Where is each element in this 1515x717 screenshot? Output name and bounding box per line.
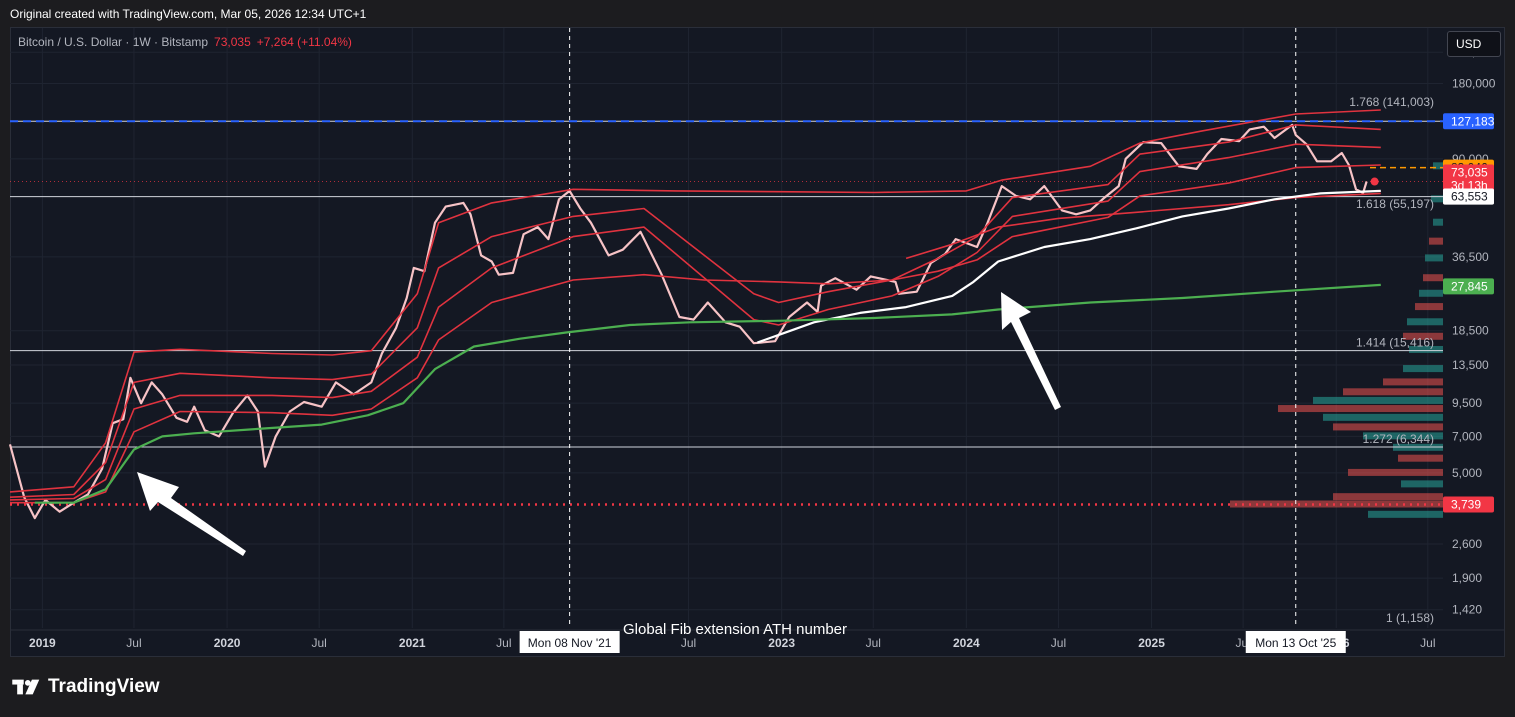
volume-profile-bar: [1348, 468, 1443, 476]
price-tick-label: 5,000: [1452, 466, 1482, 480]
date-marker-badge: [1245, 631, 1346, 653]
volume-profile: [1230, 162, 1443, 518]
price-axis: 240,000180,00090,00036,50018,50013,5009,…: [1452, 45, 1496, 616]
date-marker-label: Mon 08 Nov '21: [528, 636, 612, 650]
horizontal-lines: [10, 120, 1443, 506]
volume-profile-bar: [1431, 195, 1443, 203]
series-line: [9, 143, 1381, 501]
currency-button[interactable]: USD: [1447, 31, 1501, 57]
time-tick-label: 2024: [953, 636, 980, 650]
price-badge: [1443, 164, 1494, 193]
volume-profile-bar: [1333, 493, 1443, 501]
volume-profile-bar: [1403, 365, 1443, 373]
price-badge-label: 3,739: [1451, 498, 1481, 512]
price-tick-label: 18,500: [1452, 324, 1489, 338]
grid-lines: [10, 28, 1443, 628]
price-badge-label: 127,183: [1451, 114, 1495, 128]
price-change: +7,264 (+11.04%): [256, 35, 352, 49]
series-line: [34, 283, 1381, 504]
volume-profile-bar: [1433, 162, 1443, 170]
fib-level-label: 1.618 (55,197): [1356, 197, 1434, 211]
price-badge: [1443, 113, 1494, 130]
time-tick-label: 2019: [29, 636, 56, 650]
fib-level-label: 1.768 (141,003): [1349, 95, 1434, 109]
tradingview-logo-icon: [12, 679, 40, 695]
price-badge-label: 27,845: [1451, 279, 1488, 293]
volume-profile-bar: [1433, 218, 1443, 226]
brand-name: TradingView: [48, 676, 160, 697]
price-tick-label: 13,500: [1452, 358, 1489, 372]
arrows: [137, 292, 1061, 556]
price-badge-label: 73,035: [1451, 166, 1488, 180]
chart-annotation: Global Fib extension ATH number: [623, 621, 847, 638]
price-badge-label: 63,553: [1451, 190, 1488, 204]
series-line: [8, 123, 1368, 520]
time-tick-label: Jul: [681, 636, 696, 650]
fib-level-label: 1.272 (6,344): [1363, 432, 1434, 446]
date-marker-label: Mon 13 Oct '25: [1255, 636, 1336, 650]
price-tick-label: 9,500: [1452, 396, 1482, 410]
credit-line: Original created with TradingView.com, M…: [10, 7, 367, 21]
volume-profile-bar: [1429, 237, 1443, 245]
price-badge: [1443, 496, 1494, 513]
volume-profile-bar: [1230, 500, 1443, 508]
volume-profile-bar: [1343, 388, 1443, 396]
volume-profile-bar: [1403, 332, 1443, 340]
time-tick-label: 2021: [399, 636, 426, 650]
volume-profile-bar: [1383, 378, 1443, 386]
last-price: 73,035: [214, 35, 251, 49]
volume-profile-bar: [1278, 405, 1443, 413]
price-tick-label: 1,900: [1452, 571, 1482, 585]
price-tick-label: 1,420: [1452, 603, 1482, 617]
fib-level-label: 1.414 (15,416): [1356, 336, 1434, 350]
time-tick-label: Jul: [1051, 636, 1066, 650]
arrow-annotation-right: [1001, 292, 1061, 410]
volume-profile-bar: [1333, 423, 1443, 431]
time-tick-label: 2023: [768, 636, 795, 650]
symbol-legend: Bitcoin / U.S. Dollar · 1W · Bitstamp 73…: [18, 35, 352, 49]
price-badge: [1443, 188, 1494, 205]
volume-profile-bar: [1398, 454, 1443, 462]
series-group: [8, 109, 1381, 520]
volume-profile-bar: [1419, 289, 1443, 297]
series-line: [9, 124, 1381, 498]
last-price-dot: [1370, 177, 1379, 186]
date-marker-badge: [519, 631, 620, 653]
price-badge: [1443, 278, 1494, 295]
volume-profile-bar: [1409, 345, 1443, 353]
time-tick-label: 2025: [1138, 636, 1165, 650]
time-tick-label: Jul: [126, 636, 141, 650]
volume-profile-bar: [1368, 510, 1443, 518]
fib-level-label: 1 (1,158): [1386, 611, 1434, 625]
volume-profile-bar: [1423, 274, 1443, 282]
volume-profile-bar: [1313, 396, 1443, 404]
time-tick-label: Jul: [1420, 636, 1435, 650]
symbol-label: Bitcoin / U.S. Dollar · 1W · Bitstamp: [18, 35, 209, 49]
date-markers: [569, 28, 1297, 628]
price-tick-label: 2,600: [1452, 537, 1482, 551]
volume-profile-bar: [1401, 480, 1443, 488]
series-line: [9, 109, 1381, 493]
price-tick-label: 7,000: [1452, 429, 1482, 443]
price-tick-label: 180,000: [1452, 77, 1496, 91]
arrow-annotation-left: [137, 472, 246, 556]
series-line: [10, 164, 1381, 504]
time-tick-label: Jul: [311, 636, 326, 650]
volume-profile-bar: [1407, 318, 1443, 326]
time-tick-label: 2020: [214, 636, 241, 650]
price-tick-label: 36,500: [1452, 250, 1489, 264]
volume-profile-bar: [1323, 413, 1443, 421]
volume-profile-bar: [1415, 303, 1443, 311]
time-tick-label: Jul: [866, 636, 881, 650]
time-tick-label: Jul: [496, 636, 511, 650]
volume-profile-bar: [1425, 254, 1443, 262]
tradingview-logo[interactable]: TradingView: [12, 676, 160, 698]
time-axis: 2019 Jul 2020 Jul 2021 Jul Jul 2023 Jul 2024 Jul 20…: [10, 629, 1505, 653]
volume-profile-bar: [1363, 432, 1443, 440]
fib-labels: 1.768 (141,003) 1.618 (55,197) 1.414 (15,4…: [1349, 95, 1434, 625]
series-line: [757, 189, 1381, 344]
